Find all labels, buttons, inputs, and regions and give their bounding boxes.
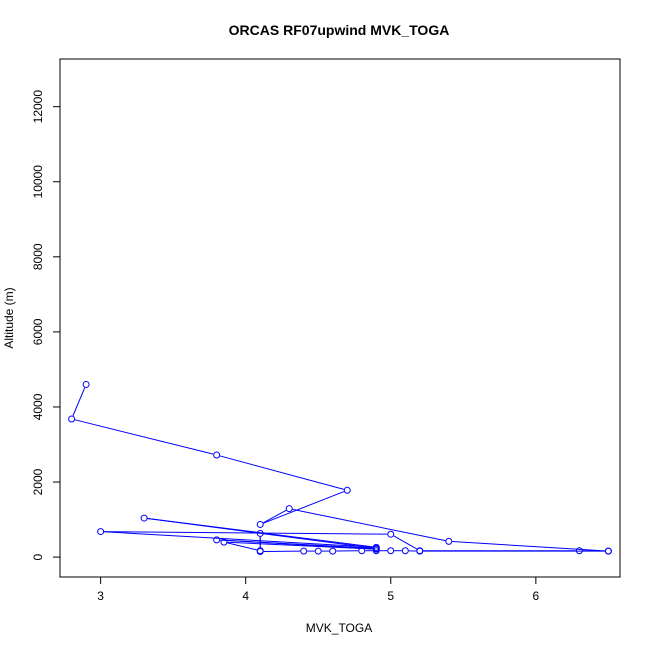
data-point [604,547,612,555]
y-tick-label: 6000 [31,318,45,345]
data-point [300,547,308,555]
data-point [68,415,76,423]
y-tick-label: 2000 [31,468,45,495]
data-point [256,529,264,537]
data-point [213,536,221,544]
y-tick-label: 4000 [31,393,45,420]
series-segment [292,508,446,542]
data-point [140,514,148,522]
data-point [401,547,409,555]
data-point [387,547,395,555]
y-axis: 0 2000 4000 6000 8000 10000 12000 [31,90,61,560]
series-segment [104,531,388,535]
data-point [445,537,453,545]
y-tick-label: 8000 [31,243,45,270]
series-segment [452,541,605,552]
data-point [416,547,424,555]
x-tick-label: 3 [97,589,104,603]
data-point [256,547,264,555]
series-segment [219,455,345,490]
x-tick-label: 6 [533,589,540,603]
series-segment [263,491,345,524]
series-segment [227,542,257,551]
data-point [82,380,90,388]
y-tick-label: 12000 [31,90,45,124]
y-tick-label: 0 [31,553,45,560]
data-point [213,451,221,459]
x-axis-label: MVK_TOGA [306,621,372,635]
series-segment [74,419,214,455]
series-segment [104,531,373,548]
data-point [285,505,293,513]
chart-title: ORCAS RF07upwind MVK_TOGA [229,22,450,38]
data-point [329,547,337,555]
series-segment [72,387,86,416]
data-point [387,530,395,538]
series-segment [263,509,287,524]
x-axis: 3 4 5 6 [97,576,540,603]
x-tick-label: 4 [242,589,249,603]
y-axis-label: Altitude (m) [2,287,16,348]
y-tick-label: 10000 [31,165,45,199]
series-segment [147,518,373,549]
data-point [256,520,264,528]
data-point [343,486,351,494]
data-point [372,547,380,555]
data-point [358,547,366,555]
data-point [575,547,583,555]
data-point [97,528,105,536]
series-segment [227,541,373,550]
series-layer [68,380,612,555]
series-segment [393,535,417,550]
x-tick-label: 5 [387,589,394,603]
data-point [314,547,322,555]
data-point [220,538,228,546]
